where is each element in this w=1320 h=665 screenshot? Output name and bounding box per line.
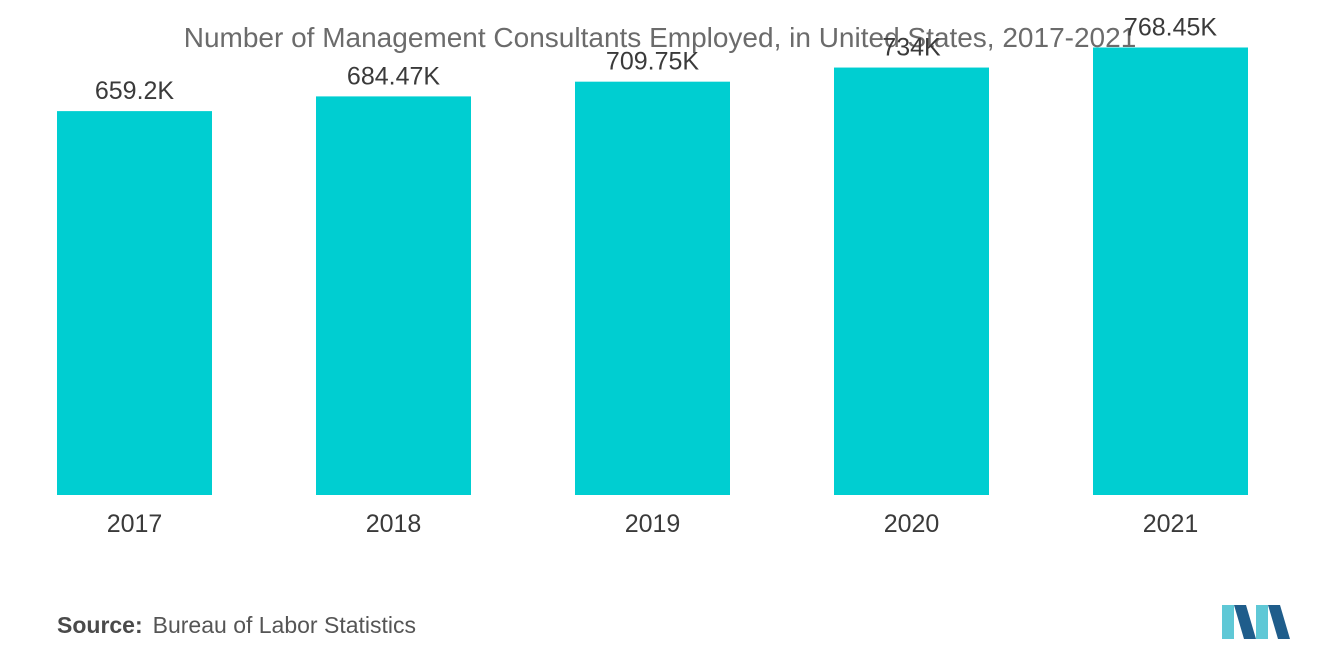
bar-2018 [316,96,471,495]
mordor-intelligence-logo-icon [1222,601,1290,644]
x-tick-label-2017: 2017 [107,510,163,538]
x-tick-label-2019: 2019 [625,510,681,538]
bar-2017 [57,111,212,495]
data-label-2021: 768.45K [1124,13,1217,41]
source-note: Source: Bureau of Labor Statistics [57,612,416,639]
bar-2020 [834,67,989,495]
chart-title: Number of Management Consultants Employe… [183,22,1137,53]
bar-2019 [575,81,730,496]
x-tick-label-2018: 2018 [366,510,422,538]
data-label-2017: 659.2K [95,77,175,105]
data-label-2019: 709.75K [606,48,699,76]
source-label: Source: [57,612,143,638]
data-label-2018: 684.47K [347,62,440,90]
x-tick-label-2021: 2021 [1143,510,1199,538]
data-label-2020: 734K [882,34,941,62]
x-tick-label-2020: 2020 [884,510,940,538]
bar-2021 [1093,47,1248,496]
source-text: Bureau of Labor Statistics [152,612,417,638]
